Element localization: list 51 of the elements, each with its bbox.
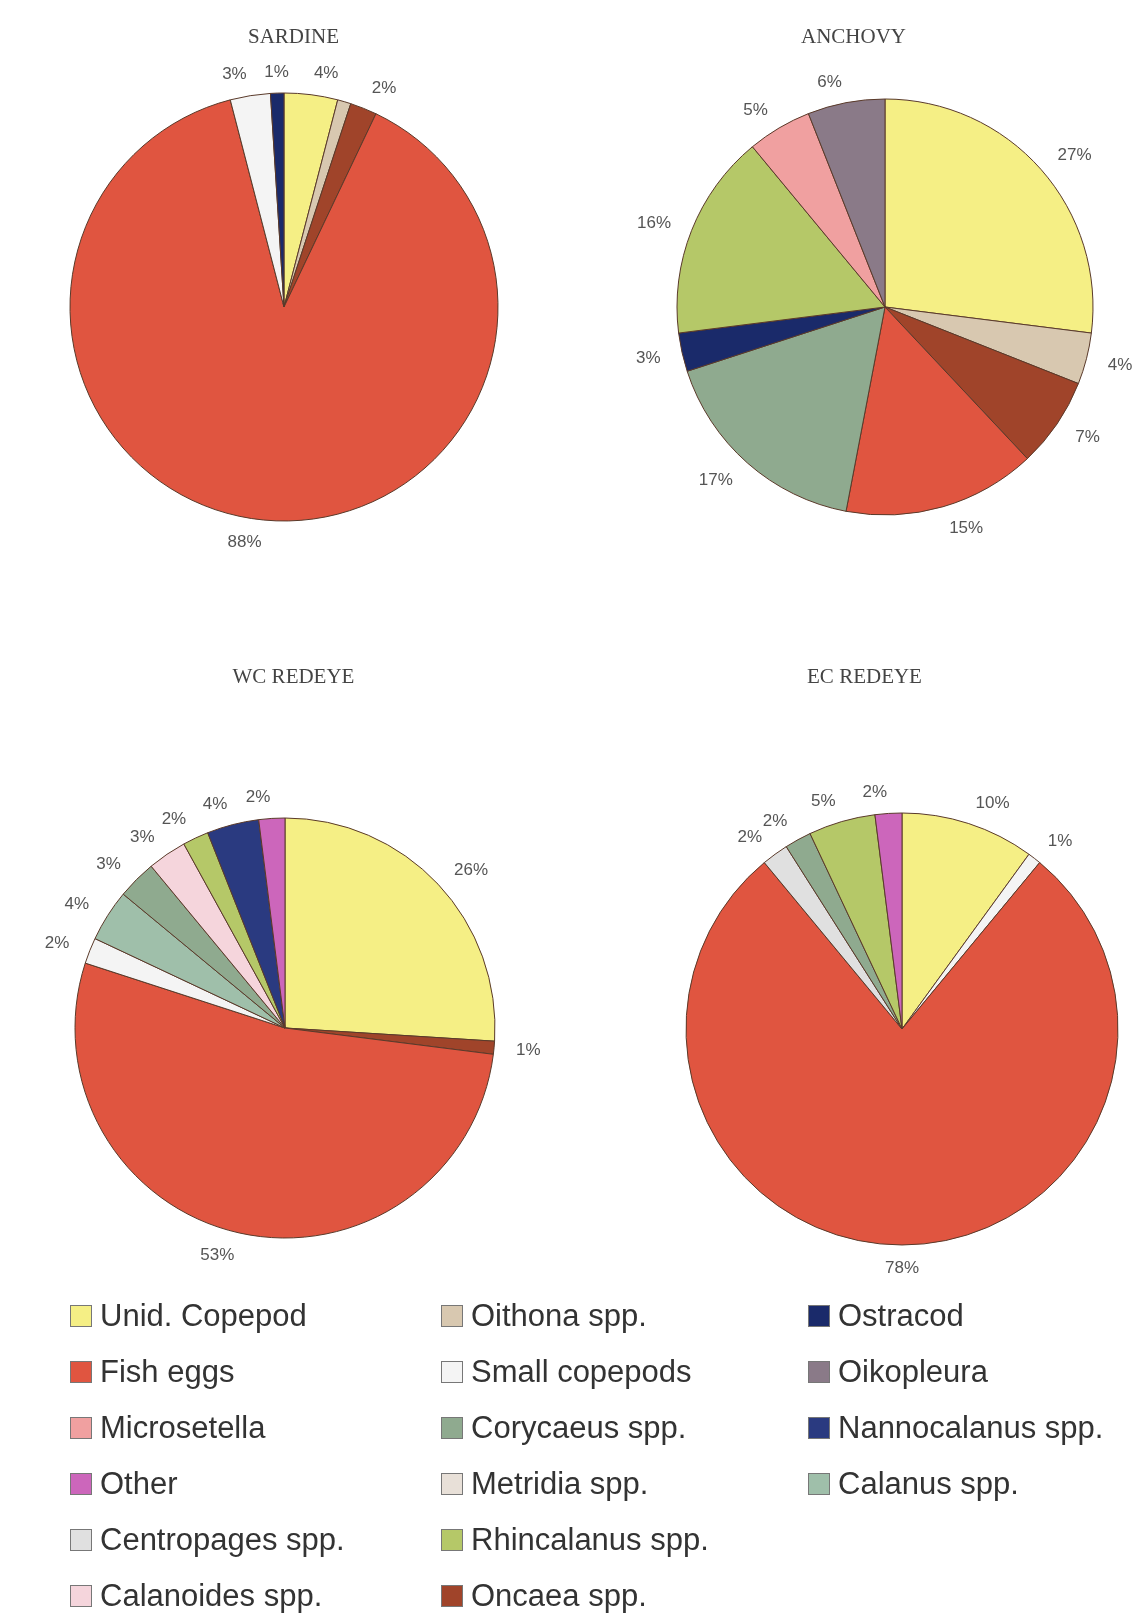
data-label: 1% [515,1040,541,1060]
data-label: 27% [1057,145,1092,165]
data-label: 2% [245,786,271,806]
category-label: Small copepods [471,1354,692,1390]
data-label: 1% [1047,831,1073,851]
data-label: 16% [637,212,672,232]
data-label: 1% [264,61,289,81]
category-label: Corycaeus spp. [471,1410,687,1446]
data-label: 17% [698,470,733,490]
data-label: 78% [884,1257,920,1277]
category-label: Other [100,1466,178,1502]
category-label: Centropages spp. [100,1522,345,1558]
category-label: Calanus spp. [838,1466,1019,1502]
data-label: 2% [862,781,888,801]
category-label: Oikopleura [838,1354,988,1390]
data-label: 5% [811,790,836,810]
data-label: 2% [161,808,187,828]
chart-title: WC REDEYE [231,664,356,689]
data-label: 2% [371,78,397,98]
category-label: Oithona spp. [471,1298,647,1334]
data-label: 3% [96,854,121,874]
data-label: 5% [743,99,768,119]
data-label: 3% [635,347,661,367]
category-label: Unid. Copepod [100,1298,307,1334]
category-label: Ostracod [838,1298,964,1334]
data-label: 6% [817,71,842,91]
data-label: 26% [454,859,489,879]
data-label: 88% [227,532,262,552]
data-label: 4% [64,894,90,914]
chart-title: SARDINE [247,24,340,49]
category-label: Microsetella [100,1410,266,1446]
category-label: Nannocalanus spp. [838,1410,1104,1446]
data-label: 4% [1107,354,1133,374]
chart-title: ANCHOVY [800,24,907,49]
data-label: 2% [737,826,763,846]
category-label: Metridia spp. [471,1466,649,1502]
data-label: 10% [975,793,1010,813]
data-label: 2% [44,933,70,953]
data-label: 3% [130,826,155,846]
category-label: Oncaea spp. [471,1578,647,1614]
data-label: 53% [200,1244,235,1264]
data-label: 7% [1075,426,1100,446]
chart-title: EC REDEYE [806,664,923,689]
data-label: 2% [762,810,788,830]
data-label: 4% [313,63,339,83]
data-label: 15% [949,518,984,538]
category-label: Rhincalanus spp. [471,1522,709,1558]
category-label: Fish eggs [100,1354,235,1390]
data-label: 3% [222,64,247,84]
data-label: 4% [202,793,228,813]
category-label: Calanoides spp. [100,1578,323,1614]
